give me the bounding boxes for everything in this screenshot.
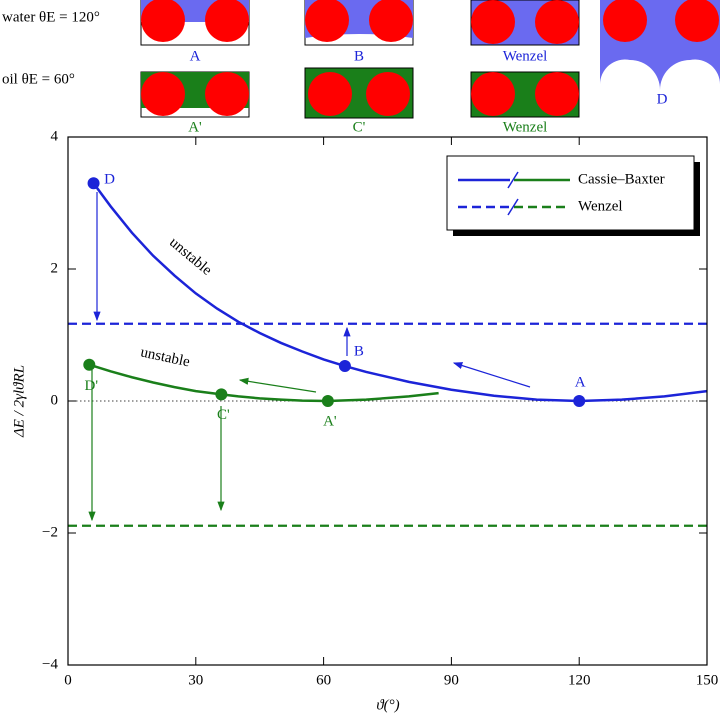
legend-slash (507, 198, 519, 216)
inset-title: water θE = 120° (2, 9, 100, 25)
annotation: unstable (139, 344, 192, 370)
point-label: C' (217, 407, 230, 423)
inset-title: oil θE = 60° (2, 71, 75, 87)
curve (88, 363, 439, 403)
y-tick-label: 4 (51, 128, 59, 144)
point-label: A (575, 374, 586, 390)
x-tick-label: 0 (64, 672, 72, 688)
inset-label: A' (188, 119, 202, 135)
y-tick-label: 0 (51, 392, 59, 408)
point (215, 388, 228, 401)
point-label: D (104, 172, 115, 188)
x-axis-label: ϑ(°) (376, 697, 399, 713)
curve (92, 182, 708, 403)
inset-label: A (190, 48, 201, 64)
insets (140, 0, 721, 119)
point-label: B (354, 343, 364, 359)
inset-label: Wenzel (503, 48, 548, 64)
plot-frame (67, 136, 708, 666)
arrow (452, 362, 531, 388)
point (321, 395, 334, 407)
inset-label: C' (353, 119, 366, 135)
y-tick-label: 2 (51, 260, 59, 276)
y-axis-label: ΔE / 2γlϑRL (11, 365, 27, 438)
inset-label: Wenzel (503, 119, 548, 135)
y-tick-label: −2 (42, 524, 58, 540)
point (573, 395, 586, 407)
point-label: D' (85, 378, 99, 394)
point (338, 360, 351, 373)
x-tick-label: 90 (444, 672, 459, 688)
point (83, 358, 96, 371)
inset-label: B (354, 48, 364, 64)
annotation: unstable (166, 234, 215, 279)
point (87, 177, 100, 190)
legend (446, 155, 695, 231)
arrow (238, 377, 317, 393)
inset-label: D (657, 91, 668, 107)
legend-label: Wenzel (578, 198, 623, 214)
x-tick-label: 30 (188, 672, 203, 688)
x-tick-label: 120 (568, 672, 591, 688)
y-tick-label: −4 (42, 656, 58, 672)
x-tick-label: 150 (696, 672, 719, 688)
point-label: A' (323, 413, 337, 429)
legend-slash (507, 171, 519, 189)
legend-label: Cassie–Baxter (578, 171, 665, 187)
x-tick-label: 60 (316, 672, 331, 688)
